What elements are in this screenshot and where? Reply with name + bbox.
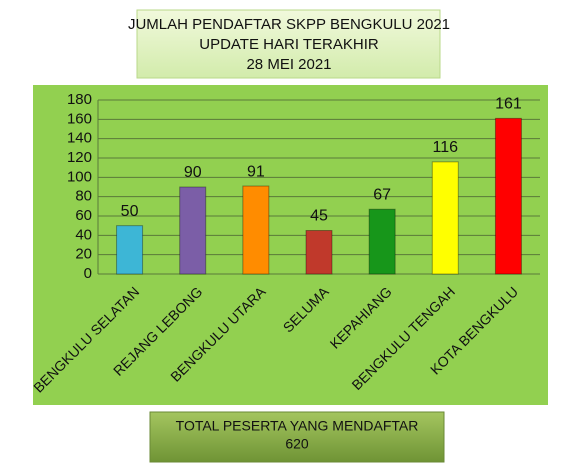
bar — [368, 208, 396, 275]
bar — [179, 186, 207, 275]
y-tick-label: 180 — [67, 91, 92, 108]
chart-title: JUMLAH PENDAFTAR SKPP BENGKULU 2021 — [128, 16, 450, 33]
y-tick-label: 40 — [75, 226, 92, 243]
y-tick-label: 60 — [75, 207, 92, 224]
bar — [242, 185, 270, 275]
y-tick-label: 0 — [84, 265, 92, 282]
value-label: 90 — [184, 164, 202, 181]
bar — [116, 225, 144, 275]
value-label: 50 — [121, 203, 139, 220]
plot-background — [33, 85, 548, 405]
value-label: 67 — [373, 186, 391, 203]
total-label: TOTAL PESERTA YANG MENDAFTAR — [176, 418, 419, 434]
bar — [494, 117, 522, 275]
total-box — [149, 411, 445, 463]
y-tick-label: 80 — [75, 188, 92, 205]
title-box — [136, 9, 441, 79]
value-label: 161 — [495, 96, 522, 113]
y-tick-label: 20 — [75, 246, 92, 263]
value-label: 45 — [310, 208, 328, 225]
bar — [305, 230, 333, 275]
value-label: 91 — [247, 163, 265, 180]
total-value: 620 — [285, 436, 309, 452]
chart-title: UPDATE HARI TERAKHIR — [199, 36, 379, 53]
value-label: 116 — [433, 139, 459, 156]
y-tick-label: 160 — [67, 110, 92, 127]
chart-title: 28 MEI 2021 — [246, 56, 331, 73]
y-tick-label: 140 — [67, 130, 92, 147]
y-tick-label: 100 — [67, 168, 92, 185]
y-tick-label: 120 — [67, 149, 92, 166]
bar — [431, 161, 459, 275]
